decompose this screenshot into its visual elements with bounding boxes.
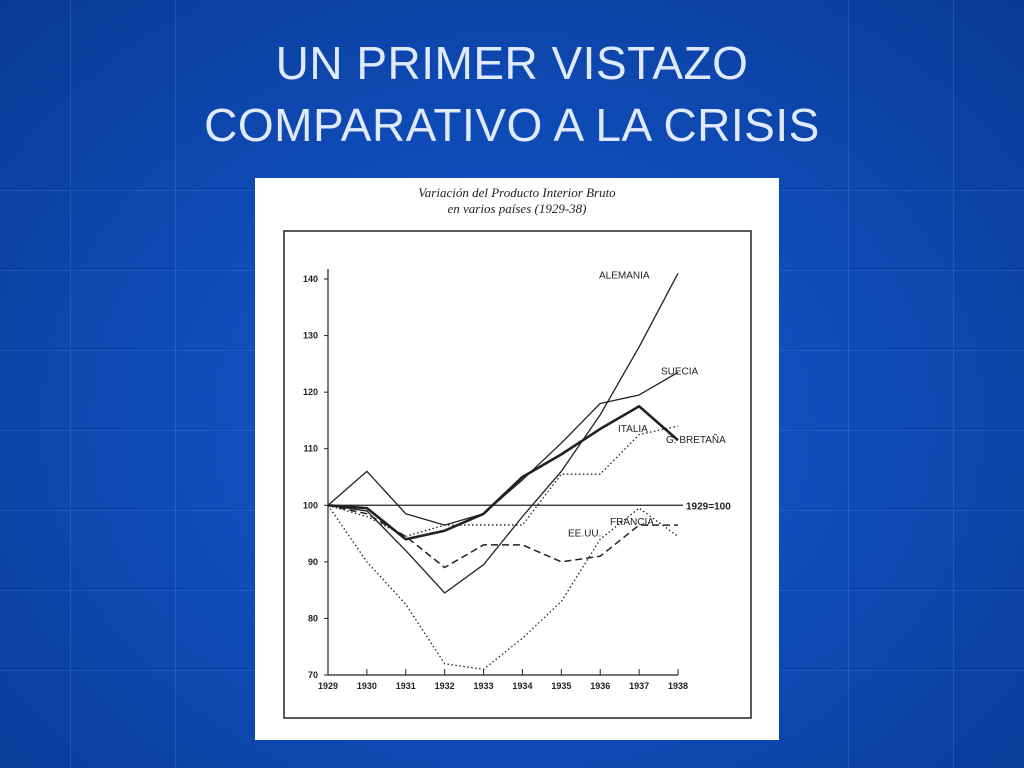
- series-label-g-bretaña: G. BRETAÑA: [666, 433, 726, 446]
- series-label-suecia: SUECIA: [661, 366, 699, 377]
- chart-card: Variación del Producto Interior Bruto en…: [255, 178, 779, 740]
- x-tick-label: 1930: [357, 681, 377, 691]
- x-tick-label: 1936: [590, 681, 610, 691]
- chart-title-line-1: Variación del Producto Interior Bruto: [418, 185, 616, 200]
- x-tick-label: 1932: [435, 681, 455, 691]
- series-label-ee-uu: EE.UU.: [568, 528, 601, 539]
- slide-title-line-1: UN PRIMER VISTAZO: [275, 37, 749, 89]
- series-line-francia: [327, 504, 678, 569]
- slide-title: UN PRIMER VISTAZO COMPARATIVO A LA CRISI…: [0, 32, 1024, 156]
- series-label-francia: FRANCIA: [610, 517, 654, 528]
- y-tick-label: 130: [303, 331, 318, 341]
- y-tick-label: 110: [303, 444, 318, 454]
- series-line-g-bretaña: [327, 404, 679, 541]
- chart-title-line-2: en varios países (1929-38): [447, 201, 586, 216]
- y-tick-label: 90: [308, 557, 318, 567]
- x-tick-label: 1931: [396, 681, 416, 691]
- x-tick-label: 1935: [551, 681, 571, 691]
- y-tick-label: 70: [308, 670, 318, 680]
- chart-frame: [283, 230, 752, 719]
- x-tick-label: 1929: [318, 681, 338, 691]
- y-tick-label: 100: [303, 500, 318, 510]
- slide-title-line-2: COMPARATIVO A LA CRISIS: [204, 99, 820, 151]
- y-tick-label: 80: [308, 613, 318, 623]
- y-tick-label: 140: [303, 274, 318, 284]
- series-line-italia: [327, 425, 679, 538]
- series-line-alemania: [327, 273, 679, 594]
- x-tick-label: 1937: [629, 681, 649, 691]
- reference-line-label: 1929=100: [686, 501, 731, 512]
- x-tick-label: 1933: [474, 681, 494, 691]
- series-label-italia: ITALIA: [618, 424, 648, 435]
- series-label-alemania: ALEMANIA: [599, 270, 650, 281]
- series-line-ee-uu: [327, 504, 679, 670]
- gdp-line-chart: Variación del Producto Interior Bruto en…: [283, 185, 752, 719]
- y-tick-label: 120: [303, 387, 318, 397]
- x-tick-label: 1934: [512, 681, 532, 691]
- x-tick-label: 1938: [668, 681, 688, 691]
